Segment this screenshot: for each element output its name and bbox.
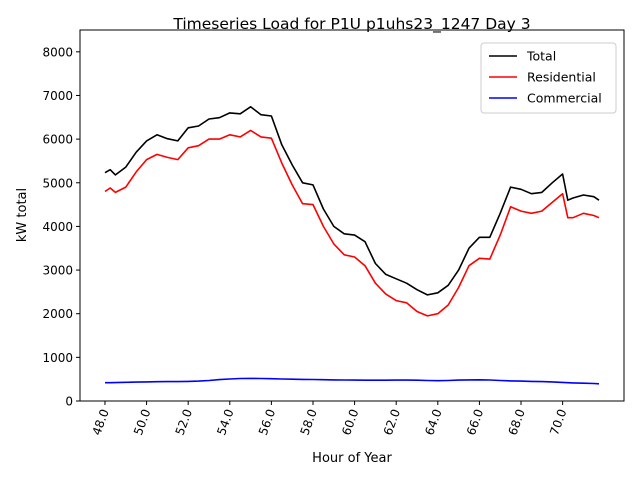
x-tick-label: 62.0 — [381, 407, 403, 437]
y-tick-label: 6000 — [42, 133, 73, 147]
x-tick-label: 60.0 — [339, 407, 361, 437]
series-line-commercial — [105, 377, 600, 385]
x-tick-label: 54.0 — [214, 407, 236, 437]
y-tick-label: 5000 — [42, 176, 73, 190]
x-tick-label: 56.0 — [256, 407, 278, 437]
y-tick-label: 1000 — [42, 351, 73, 365]
x-tick-label: 52.0 — [173, 407, 195, 437]
chart-title: Timeseries Load for P1U p1uhs23_1247 Day… — [172, 15, 530, 34]
x-tick-label: 68.0 — [506, 407, 528, 437]
legend-label-residential: Residential — [527, 70, 596, 85]
y-tick-label: 0 — [65, 395, 73, 409]
plot-frame — [79, 29, 625, 402]
y-tick-label: 7000 — [42, 89, 73, 103]
y-tick-label: 8000 — [42, 45, 73, 59]
series-line-total — [104, 106, 600, 296]
legend-box — [480, 42, 617, 114]
series-line-residential — [104, 129, 600, 317]
x-tick-label: 64.0 — [422, 407, 444, 437]
x-tick-label: 50.0 — [131, 407, 153, 437]
y-tick-label: 2000 — [42, 307, 73, 321]
x-tick-label: 70.0 — [547, 407, 569, 437]
legend-label-commercial: Commercial — [527, 91, 602, 106]
y-tick-label: 3000 — [42, 264, 73, 278]
legend: Total Residential Commercial — [480, 42, 617, 114]
x-tick-label: 66.0 — [464, 407, 486, 437]
x-tick-label: 58.0 — [298, 407, 320, 437]
plot-area — [104, 106, 600, 385]
legend-label-total: Total — [526, 49, 556, 64]
x-axis-label: Hour of Year — [312, 451, 392, 466]
x-tick-label: 48.0 — [89, 407, 111, 437]
y-tick-label: 4000 — [42, 220, 73, 234]
y-axis-label: kW total — [15, 188, 30, 242]
